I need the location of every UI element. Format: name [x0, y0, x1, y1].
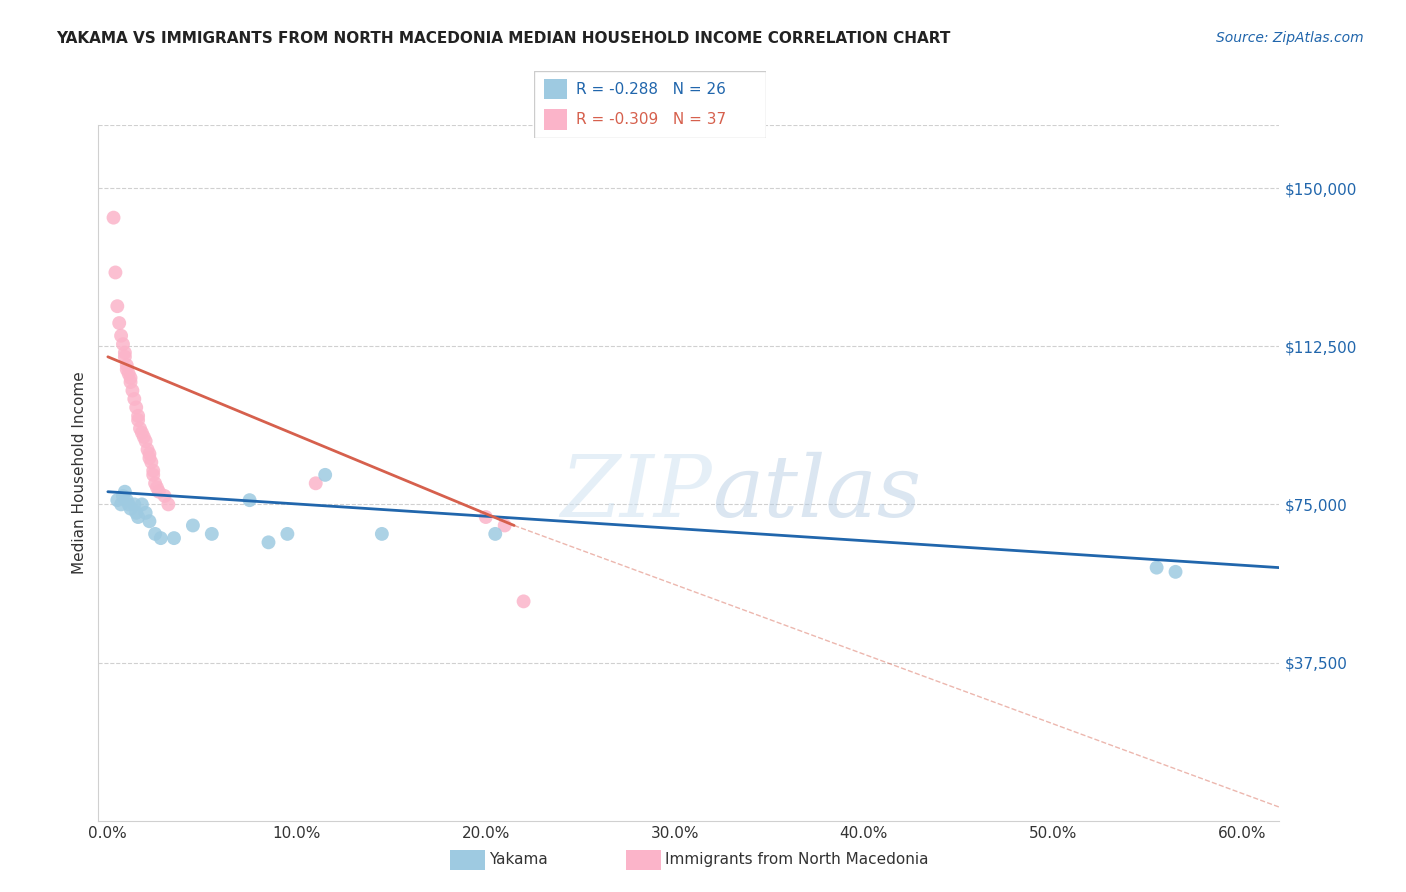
- Point: [314, 467, 336, 482]
- Point: [136, 442, 159, 457]
- Point: [118, 367, 141, 381]
- Point: [105, 299, 128, 313]
- Point: [104, 265, 127, 279]
- Point: [120, 371, 142, 385]
- Point: [125, 401, 148, 415]
- Point: [110, 497, 132, 511]
- Point: [120, 375, 142, 389]
- Text: YAKAMA VS IMMIGRANTS FROM NORTH MACEDONIA MEDIAN HOUSEHOLD INCOME CORRELATION CH: YAKAMA VS IMMIGRANTS FROM NORTH MACEDONI…: [56, 31, 950, 46]
- Point: [141, 455, 163, 469]
- Point: [115, 358, 138, 372]
- FancyBboxPatch shape: [626, 850, 661, 870]
- Point: [305, 476, 328, 491]
- Point: [512, 594, 534, 608]
- FancyBboxPatch shape: [544, 79, 567, 99]
- Point: [115, 493, 138, 508]
- Point: [131, 425, 153, 440]
- Point: [148, 484, 170, 499]
- Point: [484, 527, 506, 541]
- Point: [143, 527, 166, 541]
- Point: [142, 464, 165, 478]
- Point: [143, 476, 166, 491]
- Point: [135, 434, 157, 449]
- Text: Source: ZipAtlas.com: Source: ZipAtlas.com: [1216, 31, 1364, 45]
- Point: [114, 484, 136, 499]
- Point: [1146, 560, 1168, 574]
- Text: atlas: atlas: [713, 452, 922, 535]
- Point: [181, 518, 204, 533]
- FancyBboxPatch shape: [544, 110, 567, 129]
- Text: ZIP: ZIP: [561, 452, 713, 535]
- Point: [138, 447, 160, 461]
- Point: [108, 316, 131, 330]
- Point: [371, 527, 394, 541]
- Point: [257, 535, 280, 549]
- Point: [124, 392, 146, 406]
- FancyBboxPatch shape: [450, 850, 485, 870]
- Point: [124, 497, 146, 511]
- Text: R = -0.309   N = 37: R = -0.309 N = 37: [576, 112, 725, 127]
- Point: [201, 527, 224, 541]
- Point: [494, 518, 516, 533]
- Text: R = -0.288   N = 26: R = -0.288 N = 26: [576, 82, 725, 97]
- Point: [110, 328, 132, 343]
- Point: [111, 337, 134, 351]
- Point: [129, 421, 152, 435]
- Point: [114, 345, 136, 359]
- Point: [149, 531, 172, 545]
- Point: [131, 497, 153, 511]
- Point: [127, 510, 149, 524]
- Point: [475, 510, 498, 524]
- Text: Immigrants from North Macedonia: Immigrants from North Macedonia: [665, 853, 928, 867]
- Point: [120, 501, 142, 516]
- Point: [153, 489, 176, 503]
- Point: [111, 489, 134, 503]
- Point: [276, 527, 298, 541]
- Point: [1164, 565, 1187, 579]
- Point: [115, 362, 138, 376]
- Point: [157, 497, 180, 511]
- Point: [127, 409, 149, 423]
- Point: [146, 481, 169, 495]
- Point: [127, 413, 149, 427]
- Point: [135, 506, 157, 520]
- Point: [121, 384, 143, 398]
- Point: [103, 211, 125, 225]
- Point: [132, 430, 155, 444]
- Point: [239, 493, 262, 508]
- Point: [163, 531, 186, 545]
- FancyBboxPatch shape: [534, 71, 766, 138]
- Point: [125, 506, 148, 520]
- Text: Yakama: Yakama: [489, 853, 548, 867]
- Point: [114, 350, 136, 364]
- Point: [118, 497, 141, 511]
- Point: [142, 467, 165, 482]
- Point: [138, 514, 160, 528]
- Point: [138, 450, 160, 465]
- Y-axis label: Median Household Income: Median Household Income: [72, 371, 87, 574]
- Point: [105, 493, 128, 508]
